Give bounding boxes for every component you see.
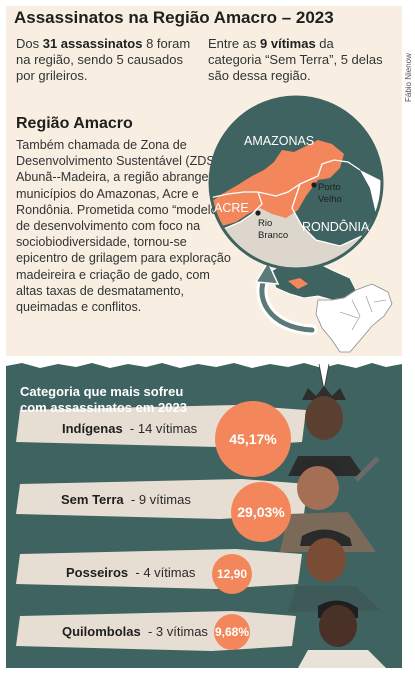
- map-label-rio-branco: Rio Branco: [258, 218, 288, 241]
- category-name: Posseiros: [66, 565, 129, 580]
- categories-title: Categoria que mais sofreu com assassinat…: [20, 384, 187, 415]
- map-label-rondonia: RONDÔNIA: [302, 219, 370, 234]
- brazil-amacro-small: [288, 278, 308, 289]
- category-name: Sem Terra: [61, 492, 124, 507]
- map-label-acre: ACRE: [214, 201, 249, 215]
- arrow-head: [254, 260, 280, 285]
- category-label-1: Indígenas - 14 vítimas: [62, 421, 197, 436]
- zoom-circle-border: [208, 95, 384, 271]
- region-text: Também chamada de Zona de Desenvolviment…: [16, 138, 231, 315]
- categories-panel: Categoria que mais sofreu com assassinat…: [6, 356, 402, 668]
- stat-right-rest: da categoria “Sem Terra”, 5 delas são de…: [208, 36, 383, 83]
- face-icon: [319, 605, 357, 647]
- category-victims: - 4 vítimas: [135, 565, 196, 580]
- brazil-other-states: [315, 283, 393, 353]
- person-illustration-quilombolas: [298, 600, 386, 668]
- stat-left-pre: Dos: [16, 36, 43, 51]
- person-illustration-sem-terra: [280, 456, 380, 552]
- percentage-circle-3: 12,90: [211, 553, 253, 595]
- category-label-3: Posseiros - 4 vítimas: [66, 565, 195, 580]
- porto-velho-dot: [311, 182, 317, 188]
- map-label-porto-velho: Porto Velho: [318, 182, 343, 205]
- stat-right-bold: 9 vítimas: [260, 36, 316, 51]
- percentage-value: 9,68%: [214, 625, 250, 639]
- stat-left-rest: 8 foram na região, sendo 5 causados por …: [16, 36, 191, 83]
- percentage-circle-1: 45,17%: [215, 401, 291, 477]
- stat-left: Dos 31 assassinatos 8 foram na região, s…: [16, 36, 196, 84]
- region-heading: Região Amacro: [16, 115, 133, 132]
- headdress-icon: [302, 386, 346, 400]
- body-icon: [288, 586, 380, 612]
- rio-branco-dot: [255, 210, 261, 216]
- category-name: Indígenas: [62, 421, 123, 436]
- stat-right-pre: Entre as: [208, 36, 261, 51]
- category-label-2: Sem Terra - 9 vítimas: [61, 492, 191, 507]
- tool-icon: [354, 456, 380, 482]
- amacro-region: [210, 140, 344, 226]
- percentage-value: 29,03%: [237, 503, 285, 520]
- page-title: Assassinatos na Região Amacro – 2023: [14, 8, 334, 27]
- percentage-value: 12,90: [216, 566, 247, 581]
- map-figure: AMAZONAS ACRE RONDÔNIA Porto Velho Rio B…: [208, 95, 393, 353]
- person-illustration-posseiros: [288, 529, 380, 612]
- zoom-circle: [208, 95, 384, 271]
- percentage-circle-2: 29,03%: [230, 481, 292, 543]
- cap-icon: [300, 529, 352, 546]
- face-icon: [297, 466, 339, 510]
- map-label-amazonas: AMAZONAS: [244, 134, 314, 148]
- brazil-map: [269, 261, 393, 353]
- category-victims: - 14 vítimas: [129, 421, 198, 436]
- face-icon: [305, 396, 343, 440]
- stat-left-bold: 31 assassinatos: [42, 36, 143, 51]
- torn-edge-top: [6, 356, 402, 368]
- category-victims: - 9 vítimas: [130, 492, 191, 507]
- body-icon: [298, 650, 386, 668]
- percentage-value: 45,17%: [229, 431, 277, 447]
- category-victims: - 3 vítimas: [147, 624, 208, 639]
- percentage-circle-4: 9,68%: [214, 614, 250, 650]
- brazil-inner-borders: [339, 295, 387, 331]
- category-label-4: Quilombolas - 3 vítimas: [62, 624, 208, 639]
- stat-right: Entre as 9 vítimas da categoria “Sem Ter…: [208, 36, 388, 84]
- face-icon: [306, 538, 346, 582]
- category-name: Quilombolas: [62, 624, 141, 639]
